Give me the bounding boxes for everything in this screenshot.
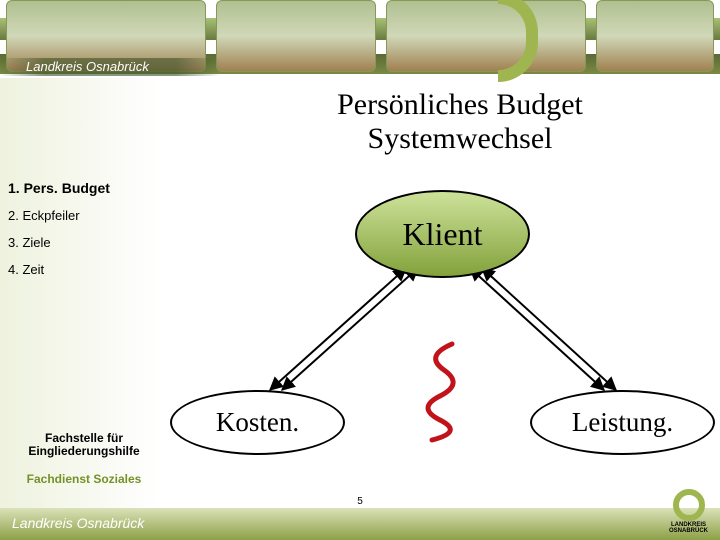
corner-logo-ring-icon <box>673 489 705 521</box>
sidebar-item-1[interactable]: 1. Pers. Budget <box>8 180 158 196</box>
diagram: Klient Kosten. Leistung. <box>160 175 720 465</box>
node-leistung-label: Leistung. <box>572 407 673 438</box>
header-logo-text: Landkreis Osnabrück <box>0 58 220 76</box>
footer-band: Landkreis Osnabrück <box>0 508 720 540</box>
node-leistung: Leistung. <box>530 390 715 455</box>
header: Landkreis Osnabrück <box>0 0 720 78</box>
corner-logo-text2: OSNABRÜCK <box>669 528 708 534</box>
squiggle-icon <box>410 340 470 444</box>
footer-org-line2: Eingliederungshilfe <box>4 445 164 458</box>
sidebar-item-2[interactable]: 2. Eckpfeiler <box>8 208 158 223</box>
sidebar-item-3[interactable]: 3. Ziele <box>8 235 158 250</box>
footer-band-text: Landkreis Osnabrück <box>12 515 144 531</box>
header-photo-4 <box>596 0 714 72</box>
footer-dept: Fachdienst Soziales <box>4 472 164 486</box>
sidebar-item-4[interactable]: 4. Zeit <box>8 262 158 277</box>
node-kosten: Kosten. <box>170 390 345 455</box>
header-photo-2 <box>216 0 376 72</box>
footer-left: Fachstelle für Eingliederungshilfe Fachd… <box>4 432 164 486</box>
page-title: Persönliches Budget Systemwechsel <box>260 88 660 155</box>
corner-logo: LANDKREIS OSNABRÜCK <box>669 489 708 534</box>
page-number: 5 <box>0 496 720 507</box>
node-klient-label: Klient <box>403 216 483 253</box>
node-kosten-label: Kosten. <box>216 407 299 438</box>
sidebar-nav: 1. Pers. Budget 2. Eckpfeiler 3. Ziele 4… <box>8 180 158 289</box>
title-line-1: Persönliches Budget <box>260 88 660 122</box>
node-klient: Klient <box>355 190 530 278</box>
title-line-2: Systemwechsel <box>260 122 660 156</box>
header-photo-3 <box>386 0 586 72</box>
